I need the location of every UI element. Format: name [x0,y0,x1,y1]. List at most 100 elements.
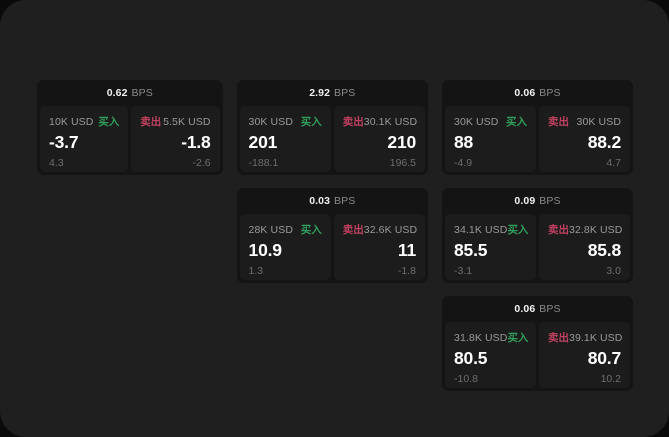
sell-price-value: 80.7 [587,348,621,368]
sell-price-value: 210 [387,132,417,152]
card-body: 30K USD 买入 201 -188.1 卖出 30.1K USD 210 196.5 [237,106,428,175]
panel-top-row: 卖出 5.5K USD [140,115,211,129]
panel-top-row: 28K USD 买入 [248,223,322,237]
panel-top-row: 30K USD 买入 [248,115,322,129]
buy-size-label: 34.1K USD [454,223,508,236]
buy-size-label: 10K USD [49,115,94,128]
buy-size-label: 28K USD [248,223,294,236]
sell-sub-value: 196.5 [389,157,417,169]
card-header: 2.92 BPS [236,80,428,106]
sell-sub-value: 10.2 [600,373,621,385]
bps-unit-label: BPS [539,87,561,99]
sell-price-value: -1.8 [181,132,211,152]
sell-sub-value: -1.8 [397,265,417,277]
sell-size-label: 5.5K USD [163,115,211,128]
panel-top-row: 10K USD 买入 [49,115,120,129]
buy-sub-value: -188.1 [248,157,279,169]
card-header: 0.09 BPS [442,188,633,214]
column-3: 0.06 BPS 30K USD 买入 88 -4.9 卖出 30K USD 88.2 4.7 0.… [442,80,633,391]
card-header: 0.03 BPS [236,188,428,214]
bps-value: 2.92 [309,87,331,99]
card-body: 10K USD 买入 -3.7 4.3 卖出 5.5K USD -1.8 -2.6 [37,106,223,175]
buy-panel[interactable]: 30K USD 买入 201 -188.1 [239,106,331,172]
sell-size-label: 30K USD [576,115,621,128]
sell-price-value: 85.8 [587,240,621,260]
bps-unit-label: BPS [539,303,561,315]
sell-action-label[interactable]: 卖出 [342,224,364,236]
panel-top-row: 31.8K USD 买入 [454,331,529,345]
panel-top-row: 30K USD 买入 [454,115,527,129]
sell-panel[interactable]: 卖出 39.1K USD 80.7 10.2 [539,322,630,388]
sell-size-label: 32.8K USD [569,223,623,236]
bps-value: 0.06 [514,303,536,315]
sell-price-value: 88.2 [587,132,621,152]
buy-price-value: 201 [248,132,278,152]
card-header: 0.06 BPS [442,296,633,322]
sell-action-label[interactable]: 卖出 [548,116,569,128]
buy-sub-value: -3.1 [454,265,473,277]
buy-action-label[interactable]: 买入 [506,116,527,128]
buy-action-label[interactable]: 买入 [507,224,529,236]
sell-price-value: 11 [397,240,417,260]
buy-panel[interactable]: 10K USD 买入 -3.7 4.3 [40,106,129,172]
bps-value: 0.09 [514,195,536,207]
sell-panel[interactable]: 卖出 32.8K USD 85.8 3.0 [539,214,630,280]
buy-sub-value: -10.8 [454,373,478,385]
sell-sub-value: 4.7 [606,157,621,169]
sell-action-label[interactable]: 卖出 [548,332,569,344]
card-body: 34.1K USD 买入 85.5 -3.1 卖出 32.8K USD 85.8 3.0 [442,214,633,283]
quote-card[interactable]: 0.62 BPS 10K USD 买入 -3.7 4.3 卖出 5.5K USD -1.8 -2.… [37,80,223,175]
bps-unit-label: BPS [131,87,153,99]
bps-value: 0.03 [309,195,331,207]
quote-card[interactable]: 2.92 BPS 30K USD 买入 201 -188.1 卖出 30.1K USD 210 1… [236,80,428,175]
buy-sub-value: 1.3 [248,265,264,277]
bps-value: 0.06 [514,87,536,99]
buy-size-label: 31.8K USD [454,331,508,344]
sell-action-label[interactable]: 卖出 [548,224,569,236]
quote-card[interactable]: 0.06 BPS 30K USD 买入 88 -4.9 卖出 30K USD 88.2 4.7 [442,80,633,175]
buy-price-value: 88 [454,132,474,152]
buy-sub-value: -4.9 [454,157,473,169]
quote-card[interactable]: 0.09 BPS 34.1K USD 买入 85.5 -3.1 卖出 32.8K USD 85.… [442,188,633,283]
sell-size-label: 30.1K USD [363,115,418,128]
sell-panel[interactable]: 卖出 32.6K USD 11 -1.8 [333,214,426,280]
sell-panel[interactable]: 卖出 30.1K USD 210 196.5 [333,106,426,172]
buy-action-label[interactable]: 买入 [98,116,120,128]
buy-action-label[interactable]: 买入 [507,332,529,344]
bps-value: 0.62 [106,87,128,99]
panel-top-row: 卖出 39.1K USD [548,331,622,345]
column-1: 0.62 BPS 10K USD 买入 -3.7 4.3 卖出 5.5K USD -1.8 -2.… [37,80,223,175]
buy-panel[interactable]: 34.1K USD 买入 85.5 -3.1 [445,214,536,280]
buy-price-value: 80.5 [454,348,488,368]
sell-panel[interactable]: 卖出 5.5K USD -1.8 -2.6 [131,106,220,172]
card-body: 31.8K USD 买入 80.5 -10.8 卖出 39.1K USD 80.7 10.2 [442,322,633,391]
buy-panel[interactable]: 30K USD 买入 88 -4.9 [445,106,536,172]
panel-top-row: 卖出 30.1K USD [342,115,418,129]
bps-unit-label: BPS [334,87,356,99]
buy-size-label: 30K USD [454,115,499,128]
buy-price-value: 85.5 [454,240,488,260]
sell-sub-value: 3.0 [606,265,621,277]
sell-action-label[interactable]: 卖出 [140,116,162,128]
bps-unit-label: BPS [334,195,356,207]
panel-top-row: 卖出 32.8K USD [548,223,623,237]
column-2: 2.92 BPS 30K USD 买入 201 -188.1 卖出 30.1K USD 210 1… [236,80,428,283]
quote-card[interactable]: 0.03 BPS 28K USD 买入 10.9 1.3 卖出 32.6K USD 11 -1.8 [236,188,428,283]
buy-panel[interactable]: 31.8K USD 买入 80.5 -10.8 [445,322,536,388]
panel-top-row: 34.1K USD 买入 [454,223,529,237]
buy-price-value: 10.9 [248,240,282,260]
quote-card[interactable]: 0.06 BPS 31.8K USD 买入 80.5 -10.8 卖出 39.1K USD 80… [442,296,633,391]
panel-top-row: 卖出 32.6K USD [342,223,418,237]
buy-panel[interactable]: 28K USD 买入 10.9 1.3 [239,214,331,280]
sell-size-label: 32.6K USD [363,223,418,236]
buy-action-label[interactable]: 买入 [300,116,322,128]
sell-panel[interactable]: 卖出 30K USD 88.2 4.7 [539,106,630,172]
quote-board: 0.62 BPS 10K USD 买入 -3.7 4.3 卖出 5.5K USD -1.8 -2.… [37,80,633,391]
buy-action-label[interactable]: 买入 [300,224,322,236]
bps-unit-label: BPS [539,195,561,207]
buy-size-label: 30K USD [248,115,294,128]
sell-action-label[interactable]: 卖出 [342,116,364,128]
card-body: 28K USD 买入 10.9 1.3 卖出 32.6K USD 11 -1.8 [237,214,428,283]
buy-sub-value: 4.3 [49,157,64,169]
